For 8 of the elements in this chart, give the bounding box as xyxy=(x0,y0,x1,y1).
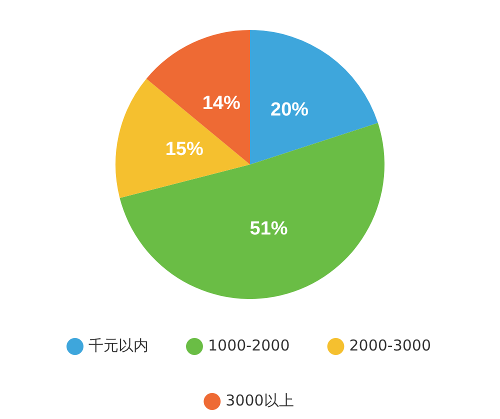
legend-label: 2000-3000 xyxy=(349,336,432,354)
data-label: 51% xyxy=(250,218,288,240)
data-label: 15% xyxy=(165,139,204,160)
legend-label: 3000以上 xyxy=(226,391,294,410)
legend-label: 千元以内 xyxy=(88,336,148,354)
data-label: 14% xyxy=(202,92,240,114)
legend-label: 1000-2000 xyxy=(208,336,290,354)
data-label: 20% xyxy=(270,99,309,120)
